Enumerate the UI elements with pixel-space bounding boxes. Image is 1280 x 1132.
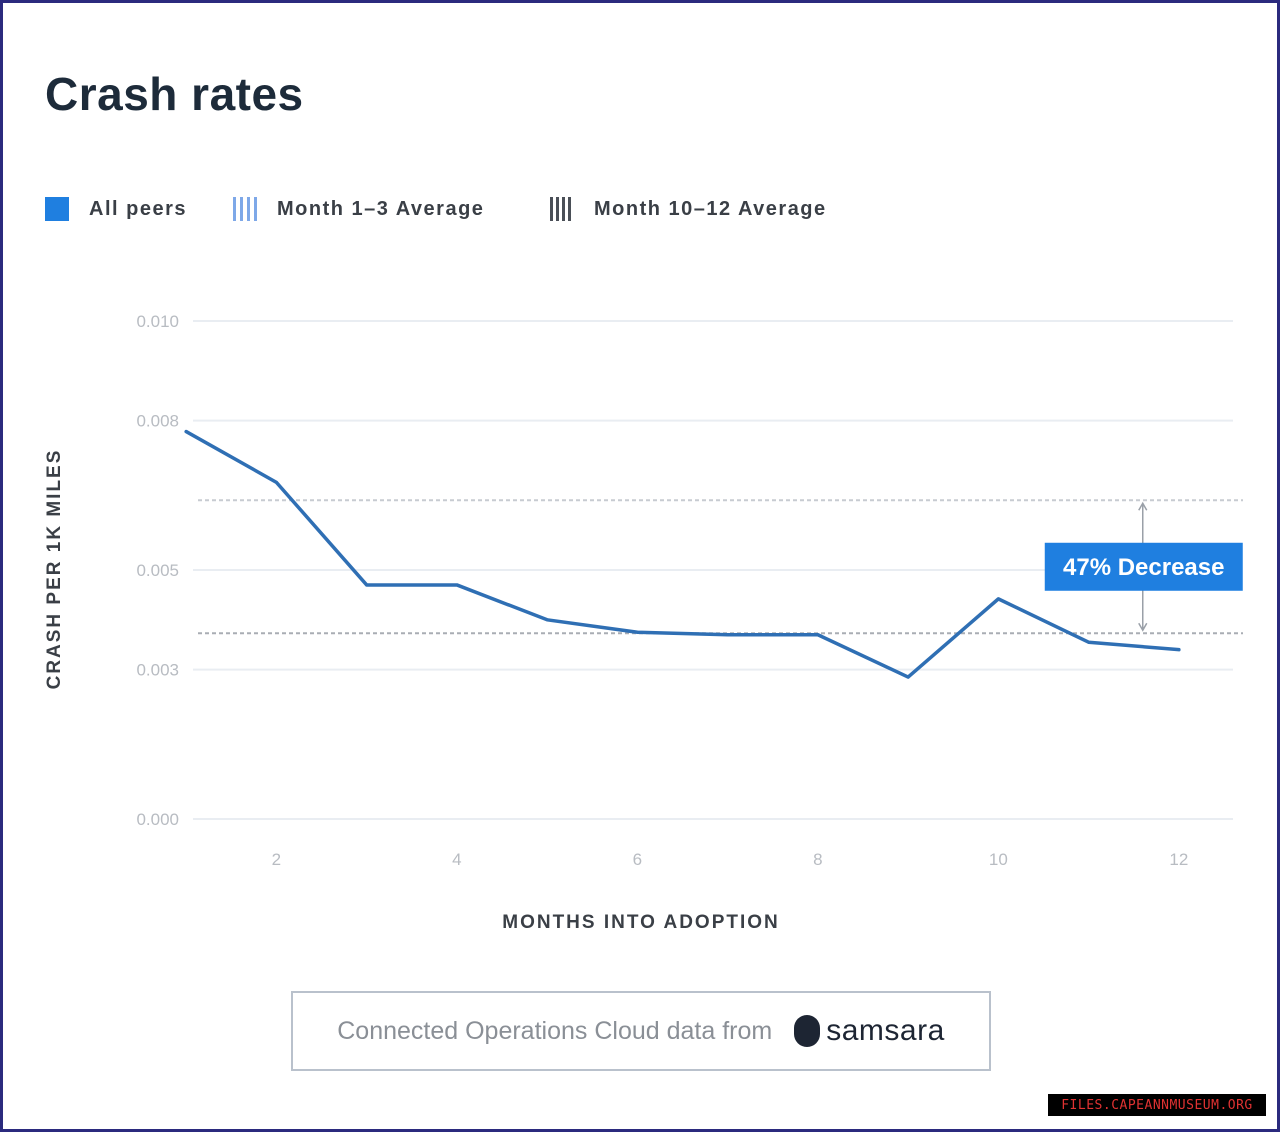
data-point (274, 480, 278, 484)
legend-swatch-month-10-12 (550, 197, 574, 221)
data-point (996, 597, 1000, 601)
chart-title: Crash rates (45, 68, 304, 120)
brand-logo: samsara (794, 1014, 945, 1048)
x-tick-label: 10 (989, 850, 1008, 869)
legend-item-month-10-12-average: Month 10–12 Average (550, 197, 827, 221)
legend-label: Month 10–12 Average (594, 197, 827, 220)
legend-item-all-peers: All peers (45, 197, 187, 221)
tick-labels-layer: 0.000 0.003 0.005 0.008 0.010 2 4 6 8 10 12 (136, 312, 1188, 869)
series-line-all-peers (184, 429, 1181, 679)
data-point (455, 583, 459, 587)
data-point (1177, 648, 1181, 652)
x-axis-title: MONTHS INTO ADOPTION (502, 912, 780, 933)
legend-item-month-1-3-average: Month 1–3 Average (233, 197, 484, 221)
arrow-head-up-icon (1138, 501, 1148, 511)
decrease-callout-text: 47% Decrease (1063, 554, 1224, 581)
y-axis-title: CRASH PER 1K MILES (44, 449, 65, 690)
legend-label: Month 1–3 Average (277, 197, 485, 220)
legend-swatch-all-peers (45, 197, 69, 221)
legend-swatch-month-1-3 (233, 197, 257, 221)
data-point (816, 633, 820, 637)
y-tick-label: 0.003 (136, 661, 179, 680)
footer-text: Connected Operations Cloud data from (337, 1016, 773, 1045)
y-tick-label: 0.008 (136, 412, 179, 431)
data-point (1087, 640, 1091, 644)
grid-layer (193, 320, 1233, 820)
data-point (635, 630, 639, 634)
x-tick-label: 12 (1169, 850, 1188, 869)
y-tick-label: 0.005 (136, 561, 179, 580)
x-tick-label: 2 (272, 850, 281, 869)
data-point (184, 430, 188, 434)
x-tick-label: 4 (452, 850, 461, 869)
decrease-callout-box (1044, 542, 1243, 591)
samsara-logo-icon (794, 1015, 821, 1047)
arrow-head-down-icon (1138, 622, 1148, 632)
line-chart: 0.000 0.003 0.005 0.008 0.010 2 4 6 8 10 12 47% De… (44, 312, 1243, 933)
data-point (726, 633, 730, 637)
data-point (365, 583, 369, 587)
data-point (545, 618, 549, 622)
x-tick-label: 6 (633, 850, 642, 869)
watermark: FILES.CAPEANNMUSEUM.ORG (1048, 1094, 1266, 1116)
legend-label: All peers (89, 197, 187, 220)
data-source-banner: Connected Operations Cloud data from sam… (291, 991, 991, 1071)
y-tick-label: 0.000 (136, 810, 179, 829)
x-tick-label: 8 (813, 850, 822, 869)
series-layer (184, 429, 1181, 679)
brand-name: samsara (826, 1014, 945, 1047)
annotation-layer: 47% Decrease (1044, 501, 1243, 632)
y-tick-label: 0.010 (136, 312, 179, 331)
data-point (906, 675, 910, 679)
